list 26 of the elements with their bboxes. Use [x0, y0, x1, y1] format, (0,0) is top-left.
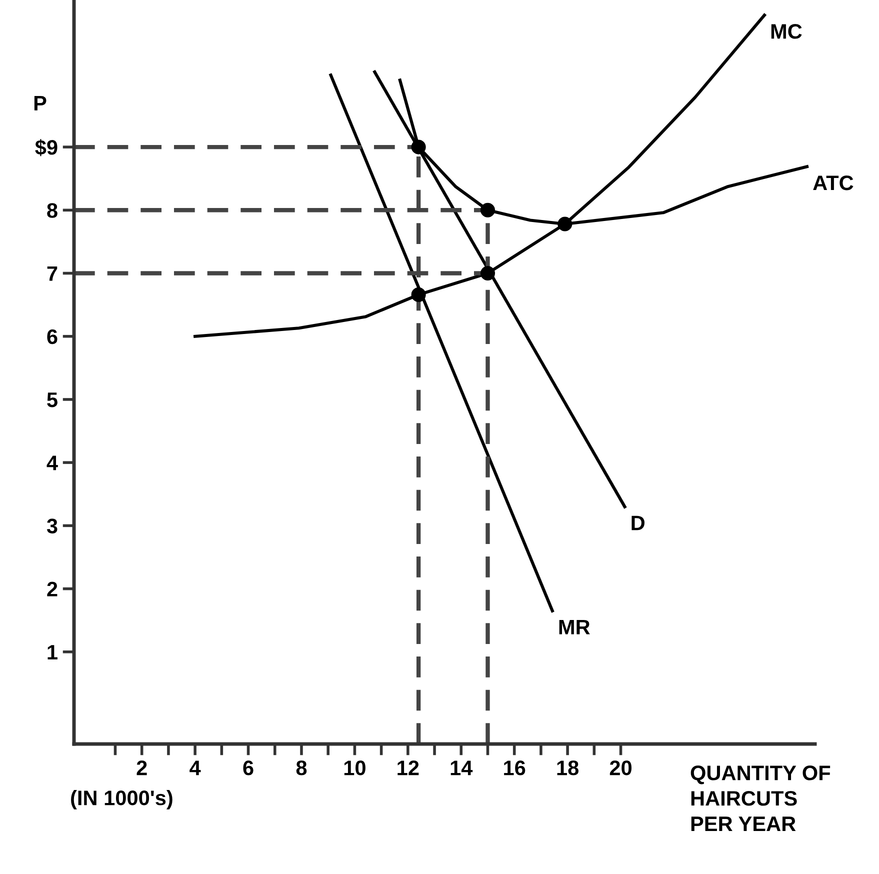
x-tick-label: 20 — [610, 760, 632, 776]
x-tick-label: 16 — [504, 760, 526, 776]
y-tick-label: 4 — [46, 456, 58, 470]
y-tick-label: $9 — [35, 139, 58, 156]
x-tick-label: 6 — [243, 760, 254, 776]
y-tick-label: 7 — [47, 266, 58, 281]
series-label: D — [632, 516, 644, 530]
y-axis-title: P — [34, 96, 46, 110]
y-tick-label: 8 — [47, 203, 58, 218]
y-tick-label: 1 — [48, 645, 58, 660]
y-tick-label: 2 — [47, 582, 58, 596]
series-label: ATC — [813, 175, 854, 190]
x-tick-label: 2 — [136, 760, 147, 776]
text: (IN 1000's) — [71, 790, 172, 810]
y-tick-label: 6 — [47, 329, 58, 344]
x-tick-label: 14 — [450, 760, 473, 776]
y-tick-label: 5 — [47, 392, 58, 408]
x-tick-label: 4 — [190, 760, 201, 776]
y-tick-label: 3 — [46, 518, 58, 534]
series-label: MC — [771, 24, 802, 39]
x-tick-label: 8 — [296, 760, 307, 776]
x-tick-label: 10 — [344, 760, 366, 776]
series-label: MR — [559, 620, 590, 634]
x-tick-label: 18 — [557, 760, 579, 776]
x-axis-title: QUANTITY OF HAIRCUTS PER YEAR — [690, 766, 830, 832]
x-tick-label: 12 — [398, 760, 419, 776]
